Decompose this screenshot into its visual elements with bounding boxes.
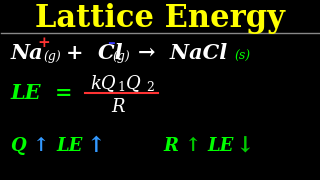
Text: (g): (g) [112, 50, 130, 63]
Text: LE: LE [57, 137, 83, 155]
Text: (s): (s) [235, 50, 251, 63]
Text: +: + [37, 36, 50, 50]
Text: kQ: kQ [90, 75, 116, 93]
Text: –: – [108, 36, 115, 50]
Text: LE: LE [207, 137, 234, 155]
Text: Q: Q [126, 75, 140, 93]
Text: +  Cl: + Cl [66, 43, 123, 63]
Text: ↑: ↑ [185, 137, 201, 155]
Text: 1: 1 [118, 81, 126, 94]
Text: R: R [112, 98, 125, 116]
Text: (g): (g) [44, 50, 62, 63]
Text: →  NaCl: → NaCl [138, 43, 227, 63]
Text: Lattice Energy: Lattice Energy [35, 3, 285, 34]
Text: Q: Q [11, 137, 26, 155]
Text: Na: Na [11, 43, 43, 63]
Text: ↑: ↑ [33, 137, 49, 155]
Text: 2: 2 [146, 81, 154, 94]
Text: R: R [163, 137, 178, 155]
Text: ↓: ↓ [236, 135, 254, 157]
Text: ↑: ↑ [86, 135, 105, 157]
Text: LE  =: LE = [11, 83, 73, 103]
